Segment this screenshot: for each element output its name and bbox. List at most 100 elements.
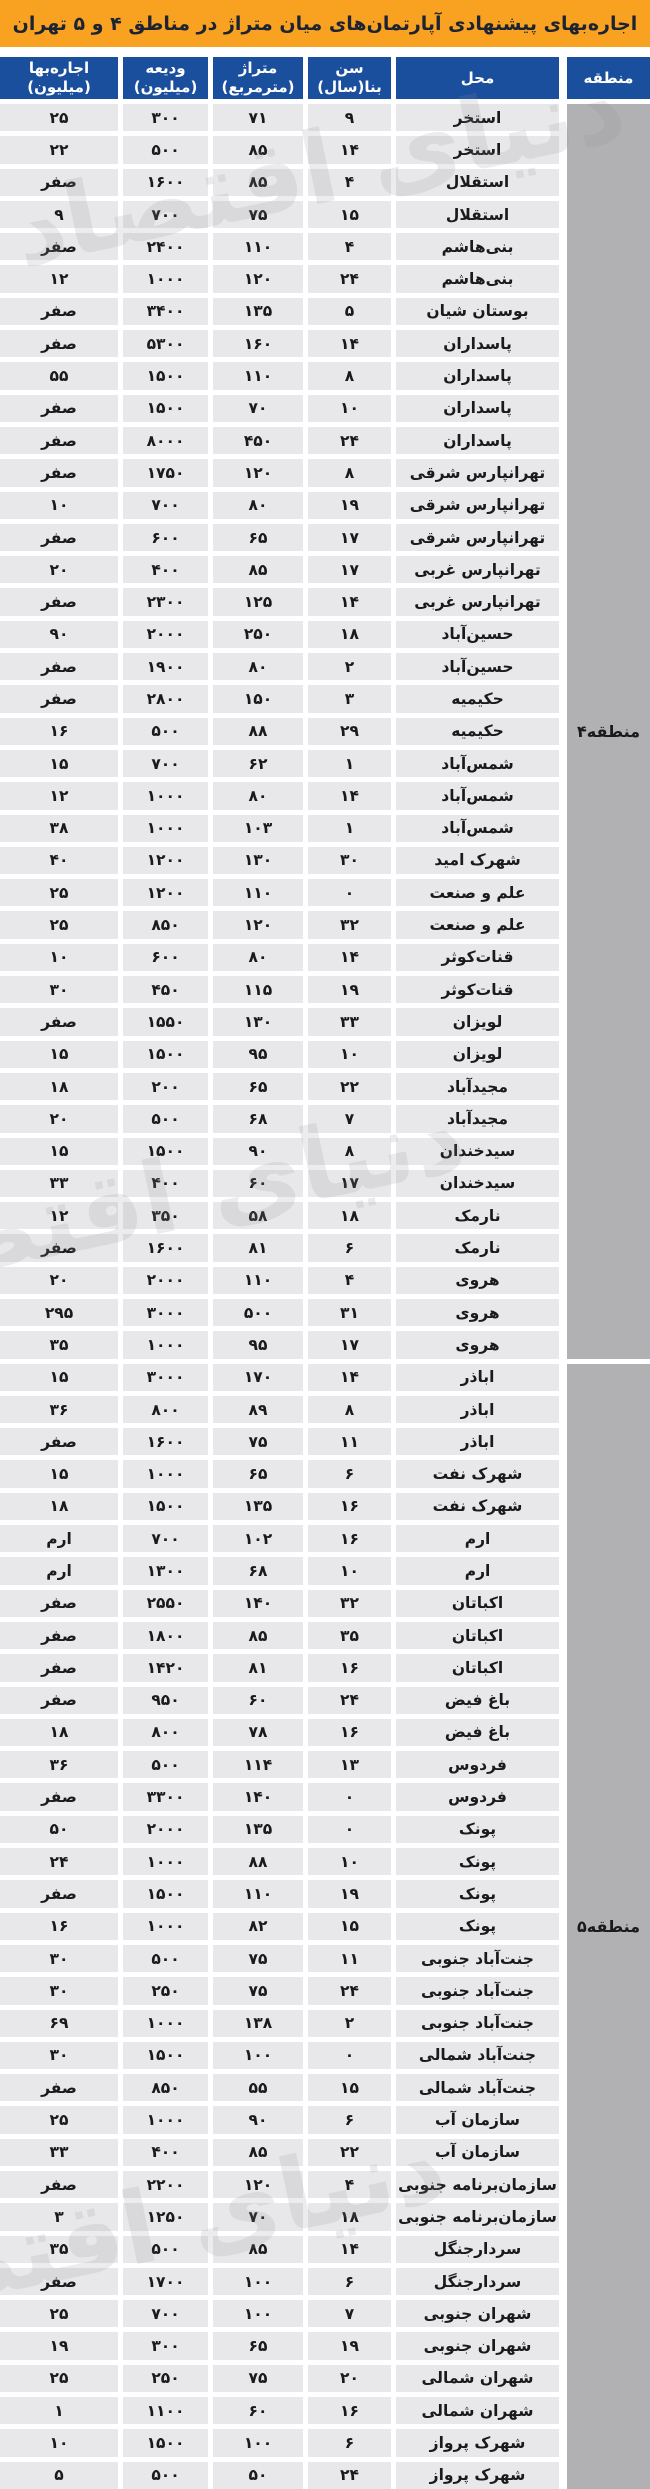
cell-place: تهرانپارس غربی (396, 588, 559, 616)
cell-deposit: ۱۶۰۰ (123, 1234, 208, 1262)
cell-place: قنات‌کوثر (396, 943, 559, 972)
cell-rent: ۲۰ (0, 1266, 118, 1294)
cell-place: شهرک پرواز (396, 2429, 559, 2457)
cell-place: هروی (396, 1266, 559, 1294)
cell-age: ۱۴ (308, 588, 391, 616)
cell-place: لویزان (396, 1040, 559, 1068)
cell-area: ۱۱۴ (213, 1751, 303, 1779)
col-header-deposit-line2: (میلیون) (133, 78, 198, 96)
cell-rent: صفر (0, 459, 118, 487)
cell-rent: ۹ (0, 200, 118, 229)
cell-deposit: ۱۰۰۰ (123, 1331, 208, 1359)
cell-deposit: ۲۸۰۰ (123, 685, 208, 713)
cell-rent: ۴۰ (0, 846, 118, 875)
cell-deposit: ۱۳۰۰ (123, 1557, 208, 1585)
cell-deposit: ۵۰۰ (123, 1944, 208, 1973)
cell-area: ۶۵ (213, 523, 303, 552)
cell-age: ۶ (308, 2267, 391, 2296)
cell-area: ۹۵ (213, 1040, 303, 1068)
cell-age: ۴ (308, 1266, 391, 1294)
cell-age: ۴ (308, 233, 391, 261)
cell-rent: ۹۰ (0, 620, 118, 649)
cell-rent: صفر (0, 2171, 118, 2199)
cell-area: ۸۲ (213, 1912, 303, 1940)
cell-rent: ارم (0, 1525, 118, 1553)
cell-deposit: ۲۰۰۰ (123, 1266, 208, 1294)
cell-rent: ۱۸ (0, 1492, 118, 1521)
cell-place: باغ فیض (396, 1686, 559, 1714)
cell-area: ۱۳۰ (213, 1008, 303, 1036)
cell-area: ۱۱۰ (213, 362, 303, 390)
cell-place: هروی (396, 1298, 559, 1327)
col-header-age-line1: سن (335, 59, 364, 78)
cell-age: ۱۸ (308, 2203, 391, 2231)
cell-rent: ۳۰ (0, 1944, 118, 1973)
cell-area: ۷۵ (213, 2364, 303, 2393)
cell-deposit: ۱۲۰۰ (123, 879, 208, 907)
cell-place: سردارجنگل (396, 2267, 559, 2296)
cell-deposit: ۳۰۰۰ (123, 1298, 208, 1327)
cell-deposit: ۵۰۰ (123, 717, 208, 745)
cell-area: ۴۵۰ (213, 426, 303, 455)
cell-area: ۷۰ (213, 2203, 303, 2231)
col-header-area: متراژ (مترمربع) (213, 57, 303, 99)
cell-place: جنت‌آباد جنوبی (396, 1944, 559, 1973)
cell-age: ۸ (308, 1395, 391, 1424)
cell-deposit: ۳۵۰ (123, 1202, 208, 1230)
cell-deposit: ۱۰۰۰ (123, 782, 208, 810)
cell-deposit: ۵۳۰۰ (123, 330, 208, 358)
cell-rent: ۳۶ (0, 1395, 118, 1424)
cell-rent: ۲۵ (0, 104, 118, 132)
cell-age: ۶ (308, 1460, 391, 1488)
cell-area: ۱۲۰ (213, 459, 303, 487)
cell-age: ۳ (308, 685, 391, 713)
cell-area: ۷۱ (213, 104, 303, 132)
cell-rent: ۱۲ (0, 265, 118, 293)
cell-place: تهرانپارس شرقی (396, 491, 559, 519)
region-4-block: منطقه۴ (567, 104, 650, 1359)
cell-age: ۱۹ (308, 2332, 391, 2360)
cell-deposit: ۱۰۰۰ (123, 265, 208, 293)
cell-area: ۶۰ (213, 1686, 303, 1714)
cell-deposit: ۱۵۰۰ (123, 1492, 208, 1521)
cell-area: ۱۰۰ (213, 2267, 303, 2296)
cell-age: ۲۴ (308, 1977, 391, 2005)
cell-deposit: ۸۵۰ (123, 911, 208, 939)
cell-age: ۸ (308, 362, 391, 390)
cell-deposit: ۱۶۰۰ (123, 1428, 208, 1456)
cell-area: ۱۰۰ (213, 2041, 303, 2070)
cell-deposit: ۷۰۰ (123, 1525, 208, 1553)
cell-age: ۱۷ (308, 1169, 391, 1198)
cell-rent: ۲۰ (0, 1105, 118, 1133)
cell-rent: صفر (0, 297, 118, 326)
cell-age: ۲ (308, 653, 391, 681)
cell-rent: ۳۳ (0, 1169, 118, 1198)
cell-area: ۱۰۰ (213, 2429, 303, 2457)
col-header-area-line1: متراژ (238, 59, 278, 78)
cell-rent: ۲۴ (0, 1848, 118, 1876)
cell-age: ۲۴ (308, 426, 391, 455)
cell-rent: ۱۵ (0, 749, 118, 778)
cell-rent: ۳۰ (0, 976, 118, 1004)
cell-age: ۳۲ (308, 1589, 391, 1617)
cell-deposit: ۸۰۰۰ (123, 426, 208, 455)
cell-rent: ۳۶ (0, 1751, 118, 1779)
cell-place: فردوس (396, 1751, 559, 1779)
cell-rent: صفر (0, 588, 118, 616)
cell-place: تهرانپارس شرقی (396, 459, 559, 487)
cell-area: ۵۰۰ (213, 1298, 303, 1327)
cell-age: ۳۰ (308, 846, 391, 875)
cell-place: استقلال (396, 200, 559, 229)
cell-area: ۱۲۰ (213, 911, 303, 939)
cell-deposit: ۱۷۰۰ (123, 2267, 208, 2296)
cell-deposit: ۳۳۰۰ (123, 1783, 208, 1811)
cell-rent: ۱۹ (0, 2332, 118, 2360)
cell-place: علم و صنعت (396, 879, 559, 907)
cell-rent: صفر (0, 1880, 118, 1908)
cell-deposit: ۵۰۰ (123, 2235, 208, 2263)
cell-place: نارمک (396, 1202, 559, 1230)
cell-rent: ۲۵ (0, 2106, 118, 2134)
cell-rent: صفر (0, 1589, 118, 1617)
cell-age: ۱۵ (308, 1912, 391, 1940)
cell-area: ۸۵ (213, 136, 303, 164)
